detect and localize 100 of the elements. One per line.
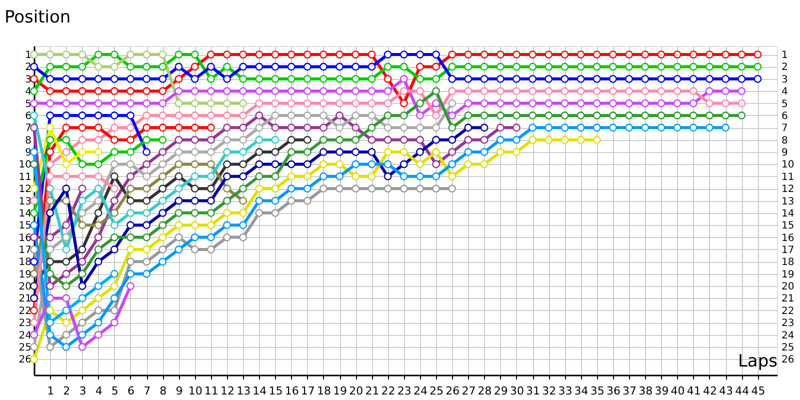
point — [94, 246, 102, 254]
point — [480, 99, 488, 108]
point — [190, 124, 199, 132]
x-axis-title: Laps — [738, 352, 778, 372]
point — [142, 172, 151, 180]
point — [62, 112, 70, 120]
point — [320, 99, 328, 108]
point — [239, 221, 248, 230]
point — [174, 136, 183, 144]
point — [496, 124, 504, 132]
y2-tick-label: 22 — [782, 306, 794, 317]
point — [368, 87, 376, 96]
point — [673, 124, 682, 132]
point — [158, 208, 167, 217]
point — [336, 112, 344, 120]
point — [287, 196, 296, 205]
point — [464, 136, 472, 144]
point — [94, 148, 102, 156]
point — [142, 50, 151, 58]
point — [174, 99, 183, 108]
point — [480, 74, 488, 83]
point — [496, 50, 504, 58]
point — [352, 184, 360, 193]
point — [287, 112, 296, 120]
point — [287, 184, 296, 193]
point — [303, 196, 312, 205]
point — [62, 99, 70, 108]
point — [223, 196, 231, 205]
point — [271, 50, 280, 58]
x-tick-label: 12 — [220, 384, 234, 398]
x-tick-label: 38 — [638, 384, 653, 398]
point — [190, 50, 199, 58]
point — [384, 62, 392, 71]
x-tick-label: 45 — [751, 384, 766, 398]
point — [78, 112, 86, 120]
point — [190, 74, 199, 83]
point — [320, 74, 328, 83]
point — [368, 50, 376, 58]
point — [336, 172, 344, 180]
point — [239, 124, 248, 132]
point — [206, 160, 215, 168]
point — [110, 136, 118, 144]
point — [158, 62, 167, 71]
point — [368, 74, 376, 83]
point — [110, 294, 118, 302]
point — [416, 148, 424, 156]
point — [206, 136, 215, 144]
x-tick-label: 32 — [542, 384, 556, 398]
point — [126, 74, 134, 83]
point — [432, 124, 440, 132]
point — [78, 74, 86, 83]
point — [46, 294, 54, 302]
point — [625, 99, 633, 108]
point — [110, 196, 118, 205]
point — [142, 196, 151, 205]
y2-tick-label: 13 — [782, 196, 794, 208]
point — [158, 172, 167, 180]
y2-tick-label: 17 — [782, 244, 794, 256]
point — [576, 136, 585, 144]
point — [303, 148, 312, 156]
point — [384, 148, 392, 156]
point — [336, 160, 344, 168]
point — [62, 258, 70, 266]
y2-tick-label: 20 — [782, 282, 794, 293]
point — [255, 196, 264, 205]
point — [400, 50, 408, 58]
point — [174, 160, 183, 168]
point — [94, 124, 102, 132]
point — [287, 99, 296, 108]
y-tick-label: 13 — [18, 196, 32, 208]
point — [448, 112, 456, 120]
point — [158, 148, 167, 156]
point — [368, 124, 376, 132]
point — [126, 282, 134, 290]
point — [46, 124, 54, 132]
point — [722, 50, 730, 58]
point — [62, 172, 70, 180]
x-tick-label: 18 — [316, 384, 331, 398]
point — [94, 306, 102, 314]
y2-tick-label: 7 — [782, 123, 788, 134]
point — [94, 318, 102, 327]
point — [239, 87, 248, 96]
y2-tick-label: 19 — [782, 269, 794, 280]
point — [271, 99, 280, 108]
point — [352, 148, 360, 156]
point — [432, 160, 440, 168]
point — [78, 343, 86, 351]
point — [689, 74, 698, 83]
point — [142, 74, 151, 83]
point — [384, 87, 392, 96]
point — [336, 124, 344, 132]
point — [46, 87, 54, 96]
point — [142, 184, 151, 193]
point — [416, 172, 424, 180]
point — [174, 172, 183, 180]
point — [206, 112, 215, 120]
point — [592, 62, 601, 71]
point — [30, 62, 38, 71]
y-tick-label: 19 — [18, 269, 32, 280]
point — [722, 62, 730, 71]
